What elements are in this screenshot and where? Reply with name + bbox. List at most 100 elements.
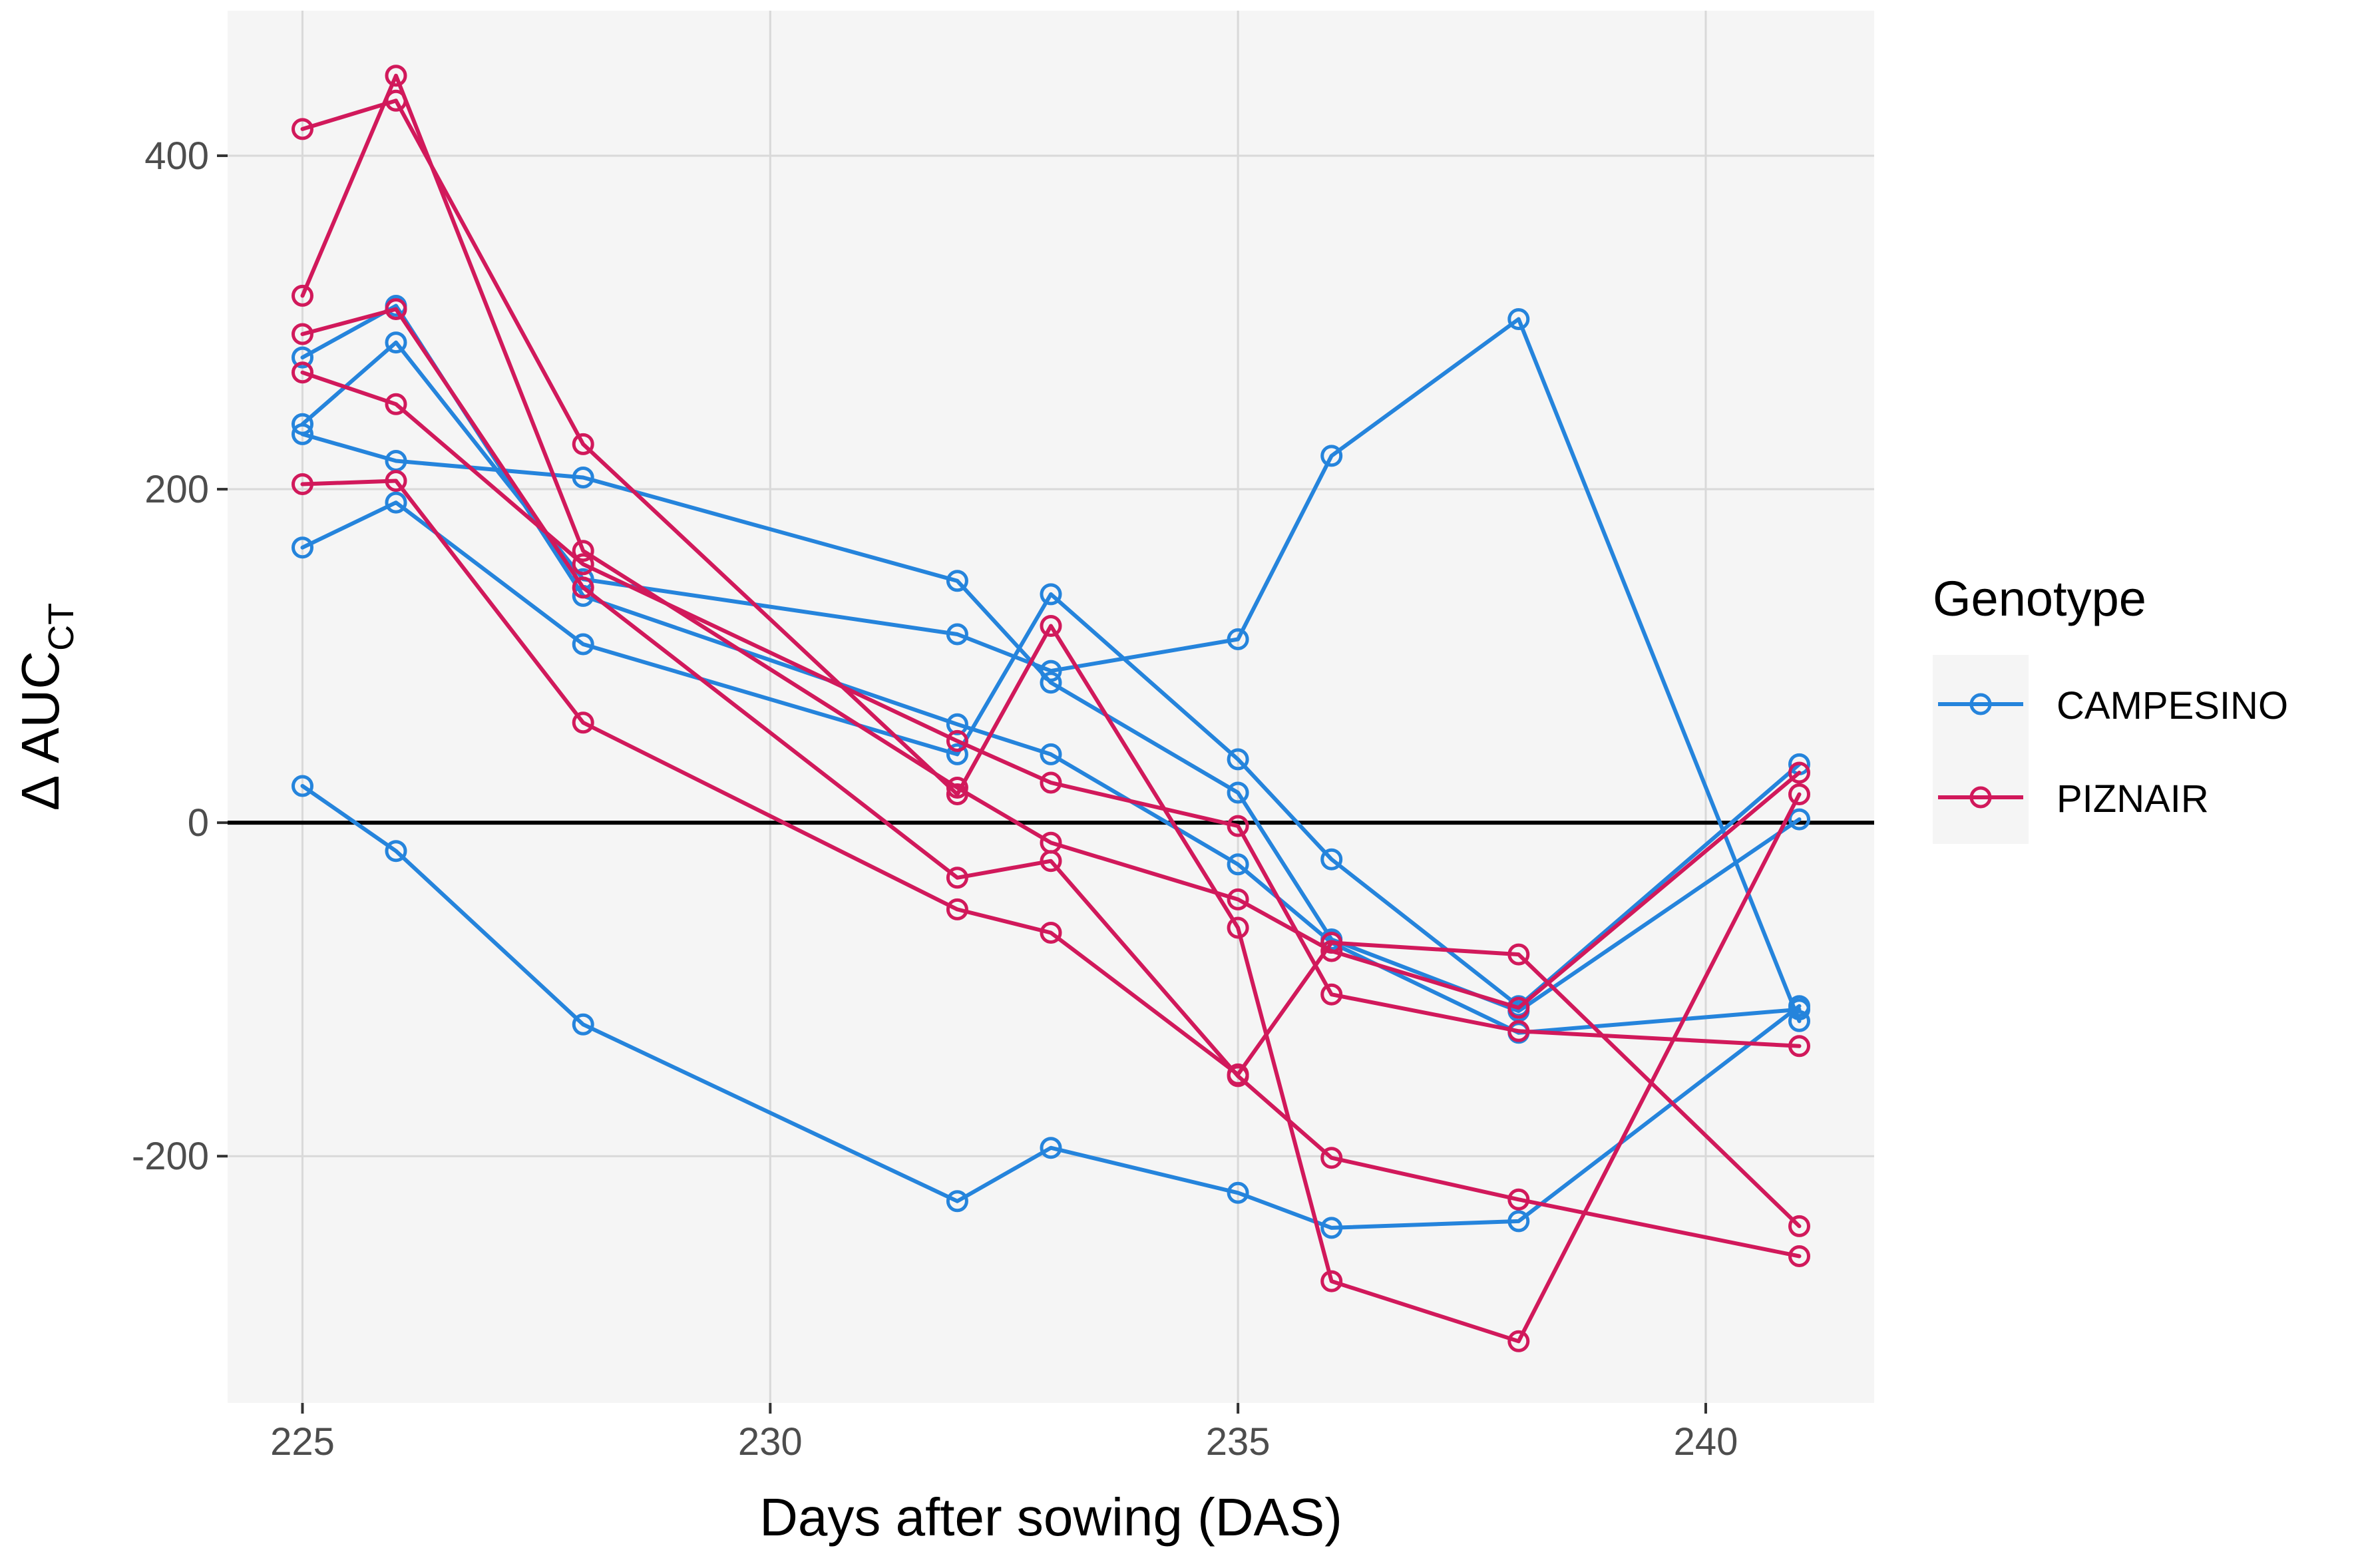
data-point-campesino bbox=[946, 570, 968, 592]
series-campesino-5 bbox=[292, 775, 1810, 1239]
data-point-piznair bbox=[1507, 1330, 1530, 1352]
data-point-piznair bbox=[1507, 1020, 1530, 1042]
data-point-piznair bbox=[1227, 916, 1249, 939]
data-point-piznair bbox=[946, 867, 968, 889]
legend-key-marker-campesino bbox=[1969, 693, 1992, 715]
data-point-piznair bbox=[572, 540, 594, 562]
data-point-campesino bbox=[946, 743, 968, 765]
x-axis-title: Days after sowing (DAS) bbox=[759, 1487, 1342, 1547]
x-tick-label: 235 bbox=[1206, 1420, 1271, 1464]
data-point-piznair bbox=[1227, 1063, 1249, 1085]
data-point-campesino bbox=[1227, 1181, 1249, 1204]
data-point-campesino bbox=[1227, 853, 1249, 876]
data-point-piznair bbox=[1507, 1188, 1530, 1211]
data-point-campesino bbox=[1788, 1010, 1810, 1032]
data-point-piznair bbox=[385, 470, 407, 492]
data-point-piznair bbox=[292, 118, 313, 140]
data-point-piznair bbox=[1040, 615, 1062, 637]
data-point-piznair bbox=[1227, 888, 1249, 910]
series-campesino-3 bbox=[292, 491, 1810, 1018]
y-tick-label: 400 bbox=[144, 134, 209, 178]
data-point-campesino bbox=[292, 346, 313, 369]
data-point-piznair bbox=[1788, 1245, 1810, 1267]
data-point-campesino bbox=[1040, 743, 1062, 765]
data-point-campesino bbox=[1788, 808, 1810, 831]
y-tick-label: 200 bbox=[144, 468, 209, 511]
data-point-piznair bbox=[946, 898, 968, 920]
data-point-piznair bbox=[1040, 922, 1062, 944]
series-piznair-10 bbox=[292, 470, 1810, 1237]
data-point-piznair bbox=[946, 729, 968, 752]
data-point-campesino bbox=[572, 633, 594, 656]
data-point-piznair bbox=[572, 553, 594, 576]
x-axis: 225 230 235 240 bbox=[270, 1403, 1738, 1464]
data-point-campesino bbox=[385, 840, 407, 863]
data-point-piznair bbox=[385, 393, 407, 415]
data-point-campesino bbox=[292, 775, 313, 797]
data-point-piznair bbox=[946, 777, 968, 799]
data-point-campesino bbox=[946, 713, 968, 735]
series-piznair-9 bbox=[292, 361, 1810, 1058]
series-piznair-7 bbox=[292, 65, 1810, 1019]
series-line-campesino bbox=[300, 500, 1802, 1008]
series-line-piznair bbox=[300, 307, 1802, 1259]
series-campesino-4 bbox=[292, 308, 1810, 1032]
data-point-campesino bbox=[1227, 628, 1249, 650]
data-point-campesino bbox=[946, 623, 968, 646]
data-point-piznair bbox=[1040, 850, 1062, 873]
data-point-campesino bbox=[946, 1190, 968, 1213]
data-point-piznair bbox=[1788, 1215, 1810, 1237]
series-line-campesino bbox=[300, 784, 1802, 1230]
series-line-piznair bbox=[300, 479, 1802, 1229]
series-line-campesino bbox=[300, 317, 1802, 1024]
legend-entry-campesino[interactable]: CAMPESINO bbox=[1938, 684, 2288, 727]
data-point-campesino bbox=[1507, 1210, 1530, 1233]
data-point-campesino bbox=[572, 1013, 594, 1036]
data-point-campesino bbox=[1227, 781, 1249, 804]
legend-key-background bbox=[1933, 655, 2029, 844]
y-axis-title: Δ AUCCT bbox=[11, 603, 81, 811]
data-point-piznair bbox=[1320, 932, 1343, 954]
y-tick-label: -200 bbox=[132, 1135, 209, 1178]
y-axis-title-main: Δ AUC bbox=[11, 651, 70, 811]
data-point-piznair bbox=[1040, 771, 1062, 794]
series-line-piznair bbox=[300, 370, 1802, 1048]
data-point-campesino bbox=[1040, 583, 1062, 606]
legend-title: Genotype bbox=[1933, 571, 2146, 626]
series-layer bbox=[292, 65, 1810, 1352]
data-point-campesino bbox=[1040, 660, 1062, 682]
data-point-campesino bbox=[385, 331, 407, 354]
data-point-campesino bbox=[1507, 308, 1530, 330]
data-point-campesino bbox=[572, 467, 594, 489]
data-point-campesino bbox=[1040, 1137, 1062, 1159]
data-point-campesino bbox=[1320, 1217, 1343, 1239]
series-line-piznair bbox=[300, 73, 1802, 1010]
data-point-piznair bbox=[292, 361, 313, 384]
data-point-piznair bbox=[1788, 761, 1810, 784]
y-axis-title-subscript: CT bbox=[41, 603, 81, 651]
data-point-piznair bbox=[1507, 943, 1530, 966]
x-tick-label: 240 bbox=[1674, 1420, 1738, 1464]
data-point-piznair bbox=[1227, 815, 1249, 837]
y-axis: -200 0 200 400 bbox=[132, 134, 228, 1178]
data-point-campesino bbox=[1040, 672, 1062, 694]
data-point-piznair bbox=[1320, 1270, 1343, 1292]
data-point-piznair bbox=[385, 298, 407, 320]
legend-entry-piznair[interactable]: PIZNAIR bbox=[1938, 777, 2209, 821]
data-point-piznair bbox=[1788, 783, 1810, 805]
data-point-piznair bbox=[1320, 983, 1343, 1006]
legend-label-piznair: PIZNAIR bbox=[2057, 777, 2209, 821]
data-point-campesino bbox=[1320, 445, 1343, 467]
x-tick-label: 225 bbox=[270, 1420, 335, 1464]
data-point-campesino bbox=[1788, 995, 1810, 1018]
data-point-campesino bbox=[1320, 848, 1343, 871]
data-point-piznair bbox=[1320, 1147, 1343, 1169]
data-point-piznair bbox=[572, 433, 594, 455]
data-point-piznair bbox=[1507, 996, 1530, 1019]
data-point-piznair bbox=[1788, 1035, 1810, 1058]
data-point-campesino bbox=[292, 413, 313, 435]
legend: Genotype CAMPESINO PIZNAIR bbox=[1933, 571, 2288, 844]
y-tick-label: 0 bbox=[188, 801, 209, 845]
